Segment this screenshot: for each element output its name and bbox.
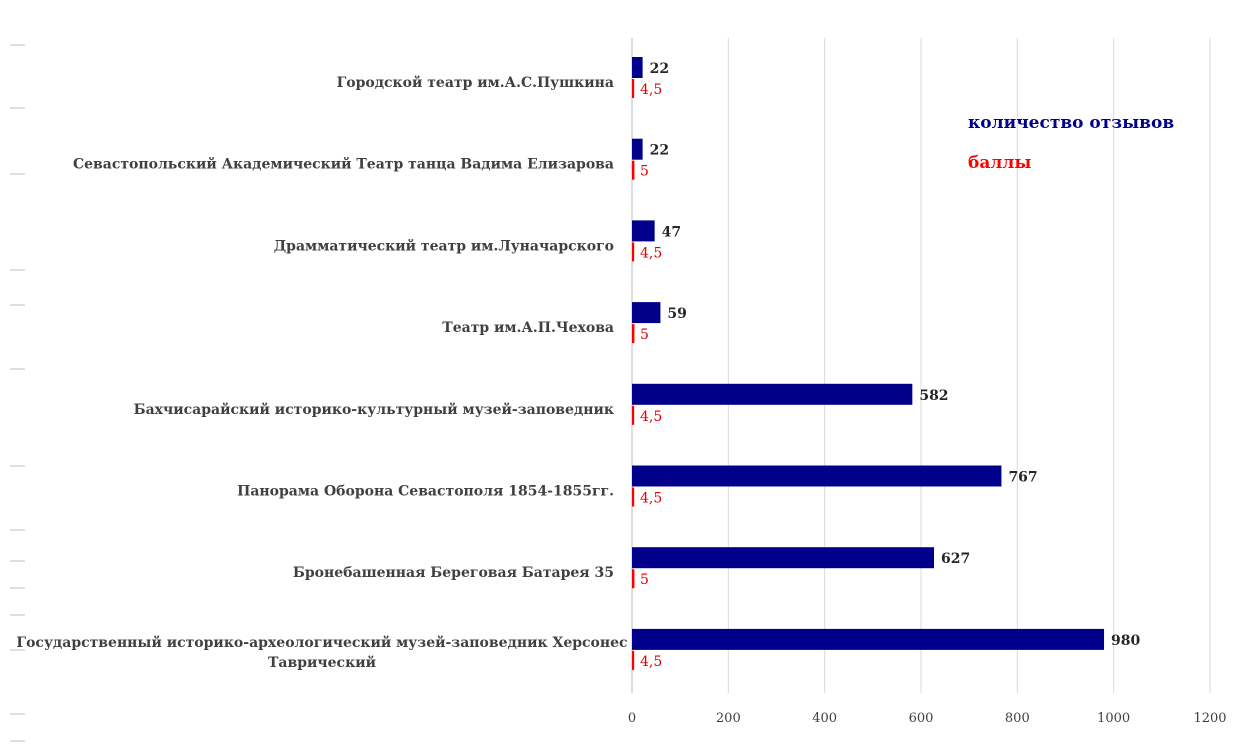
x-tick-label: 800	[1005, 711, 1030, 726]
x-tick-label: 200	[716, 711, 741, 726]
bar-value-label: 767	[1008, 470, 1037, 486]
score-value-label: 4,5	[640, 82, 662, 98]
x-tick-label: 600	[909, 711, 934, 726]
category-label: Государственный историко-археологический…	[16, 634, 627, 671]
bar-value-label: 22	[650, 61, 669, 77]
bar-reviews	[632, 465, 1002, 487]
bar-value-label: 627	[941, 551, 970, 567]
bar-score	[632, 324, 635, 344]
x-axis-tick-labels: 0 200 400 600 800 1000 1200	[628, 711, 1227, 726]
bar-reviews	[632, 138, 643, 160]
category-label: Бронебашенная Береговая Батарея 35	[293, 565, 614, 581]
bar-reviews	[632, 302, 661, 324]
score-value-label: 5	[640, 164, 649, 180]
category-label: Севастопольский Академический Театр танц…	[73, 156, 614, 173]
score-value-label: 4,5	[640, 409, 662, 425]
x-tick-label: 0	[628, 711, 636, 726]
legend-entry-scores: баллы	[968, 153, 1031, 173]
legend-entry-reviews: количество отзывов	[968, 113, 1174, 133]
bar-reviews	[632, 220, 655, 242]
bar-reviews	[632, 547, 935, 569]
bar-score	[632, 79, 635, 98]
bar-value-label: 980	[1111, 633, 1140, 649]
score-value-label: 4,5	[640, 491, 662, 507]
left-edge-ticks	[10, 44, 25, 742]
x-tick-label: 400	[812, 711, 837, 726]
category-label: Бахчисарайский историко-культурный музей…	[134, 401, 614, 418]
score-value-label: 4,5	[640, 245, 662, 261]
gridlines	[631, 38, 1211, 693]
category-label: Панорама Оборона Севастополя 1854-1855гг…	[237, 484, 614, 500]
x-tick-label: 1000	[1097, 711, 1130, 726]
bar-value-label: 59	[667, 306, 686, 322]
score-value-label: 5	[640, 327, 649, 343]
bar-value-label: 22	[650, 143, 669, 159]
category-labels: Городской театр им.А.С.Пушкина Севастопол…	[16, 74, 627, 671]
bar-value-label: 582	[919, 388, 948, 404]
bar-reviews	[632, 383, 913, 405]
bar-reviews	[632, 57, 643, 78]
bar-value-label: 47	[662, 224, 681, 240]
bar-score	[632, 487, 635, 507]
category-label: Городской театр им.А.С.Пушкина	[337, 74, 614, 91]
bar-score	[632, 242, 635, 262]
category-label: Драмматический театр им.Луначарского	[274, 237, 614, 254]
score-value-label: 5	[640, 572, 649, 588]
category-label: Театр им.А.П.Чехова	[442, 320, 614, 336]
legend: количество отзывов баллы	[968, 113, 1174, 173]
bar-score	[632, 160, 635, 180]
bar-score	[632, 569, 635, 589]
bar-reviews	[632, 628, 1105, 650]
bar-score	[632, 650, 635, 670]
score-value-label: 4,5	[640, 654, 662, 670]
bar-score	[632, 405, 635, 425]
x-tick-label: 1200	[1193, 711, 1226, 726]
